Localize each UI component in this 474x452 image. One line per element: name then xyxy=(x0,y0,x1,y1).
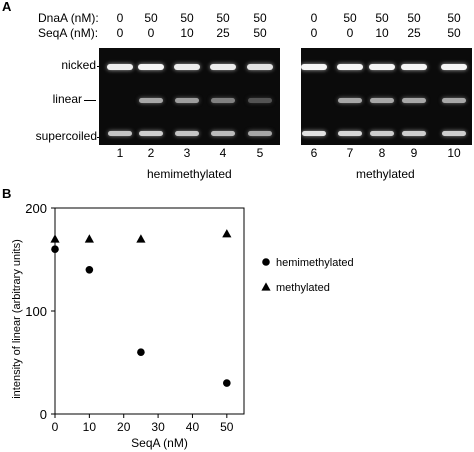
y-tick-label: 0 xyxy=(40,407,47,422)
methylated-point xyxy=(136,234,146,243)
nicked-band xyxy=(107,64,133,70)
seqa-value: 25 xyxy=(407,26,421,40)
seqa-value: 0 xyxy=(310,26,318,40)
lane-number: 10 xyxy=(447,146,461,160)
dnaa-value: 50 xyxy=(375,11,389,25)
legend: hemimethylated methylated xyxy=(261,257,354,294)
supercoiled-band xyxy=(370,131,394,136)
methylated-legend-label: methylated xyxy=(276,282,330,294)
data-points xyxy=(50,229,232,387)
dnaa-value: 50 xyxy=(407,11,421,25)
x-tick-label: 30 xyxy=(151,420,165,434)
panel-a-letter: A xyxy=(2,0,12,14)
nicked-band xyxy=(138,64,164,70)
group-label-methylated: methylated xyxy=(356,167,415,181)
y-axis-ticks: 0 100 200 xyxy=(25,201,55,422)
group-label-hemimethylated: hemimethylated xyxy=(147,167,232,181)
linear-band xyxy=(139,98,163,103)
x-tick-label: 20 xyxy=(117,420,131,434)
linear-band xyxy=(338,98,362,103)
dnaa-value: 50 xyxy=(343,11,357,25)
supercoiled-band xyxy=(211,131,235,136)
supercoiled-band xyxy=(108,131,132,136)
linear-band xyxy=(402,98,426,103)
lane-number: 4 xyxy=(219,146,227,160)
seqa-value: 25 xyxy=(216,26,230,40)
nicked-band xyxy=(401,64,427,70)
gel-hemimethylated xyxy=(99,48,280,145)
x-tick-label: 0 xyxy=(52,420,59,434)
nicked-band xyxy=(247,64,273,70)
supercoiled-band xyxy=(248,131,272,136)
hemimethylated-legend-marker xyxy=(262,258,270,266)
x-axis-ticks: 0 10 20 30 40 50 xyxy=(52,414,234,434)
seqa-value: 50 xyxy=(447,26,461,40)
nicked-band-label: nicked xyxy=(61,58,96,72)
lane-number: 1 xyxy=(116,146,124,160)
lane-number: 6 xyxy=(310,146,318,160)
seqa-value: 10 xyxy=(180,26,194,40)
dnaa-value: 0 xyxy=(310,11,318,25)
lane-number: 8 xyxy=(378,146,386,160)
dnaa-value: 0 xyxy=(116,11,124,25)
linear-label-tick xyxy=(84,100,96,101)
y-axis-label: intensity of linear (arbitrary units) xyxy=(11,239,23,399)
nicked-band xyxy=(369,64,395,70)
nicked-band xyxy=(301,64,327,70)
supercoiled-band xyxy=(175,131,199,136)
gel-methylated xyxy=(301,48,472,145)
methylated-legend-marker xyxy=(261,282,271,291)
lane-number: 2 xyxy=(147,146,155,160)
plot-frame xyxy=(54,207,245,415)
y-tick-label: 200 xyxy=(25,201,47,216)
seqa-value: 0 xyxy=(147,26,155,40)
supercoiled-band xyxy=(402,131,426,136)
seqa-condition-label: SeqA (nM): xyxy=(38,26,99,40)
methylated-point xyxy=(222,229,232,238)
seqa-value: 50 xyxy=(253,26,267,40)
linear-band-label: linear xyxy=(52,92,82,106)
methylated-point xyxy=(84,234,94,243)
supercoiled-band xyxy=(139,131,163,136)
x-axis-label: SeqA (nM) xyxy=(131,436,188,450)
seqa-value: 0 xyxy=(116,26,124,40)
supercoiled-band-label: supercoiled xyxy=(35,129,97,143)
seqa-value: 0 xyxy=(346,26,354,40)
y-tick-label: 100 xyxy=(25,304,47,319)
linear-band xyxy=(175,98,199,103)
nicked-band xyxy=(337,64,363,70)
dnaa-value: 50 xyxy=(253,11,267,25)
linear-band xyxy=(211,98,235,103)
nicked-band xyxy=(210,64,236,70)
lane-number: 9 xyxy=(410,146,418,160)
supercoiled-band xyxy=(338,131,362,136)
lane-number: 3 xyxy=(183,146,191,160)
dnaa-value: 50 xyxy=(216,11,230,25)
methylated-point xyxy=(50,234,60,243)
dnaa-value: 50 xyxy=(447,11,461,25)
dnaa-value: 50 xyxy=(144,11,158,25)
dnaa-value: 50 xyxy=(180,11,194,25)
supercoiled-band xyxy=(302,131,326,136)
seqa-value: 10 xyxy=(375,26,389,40)
lane-number: 5 xyxy=(256,146,264,160)
x-tick-label: 40 xyxy=(186,420,200,434)
linear-band xyxy=(370,98,394,103)
hemimethylated-point xyxy=(223,379,231,387)
supercoiled-band xyxy=(442,131,466,136)
dnaa-condition-label: DnaA (nM): xyxy=(38,11,99,25)
panel-b-letter: B xyxy=(2,186,12,201)
lane-number: 7 xyxy=(346,146,354,160)
nicked-band xyxy=(174,64,200,70)
hemimethylated-point xyxy=(137,348,145,357)
x-tick-label: 50 xyxy=(220,420,234,434)
nicked-band xyxy=(441,64,467,70)
hemimethylated-point xyxy=(85,266,94,274)
hemimethylated-point xyxy=(51,245,59,253)
linear-band xyxy=(248,98,272,103)
hemimethylated-legend-label: hemimethylated xyxy=(276,257,354,269)
linear-band xyxy=(442,98,466,103)
x-tick-label: 10 xyxy=(83,420,97,434)
